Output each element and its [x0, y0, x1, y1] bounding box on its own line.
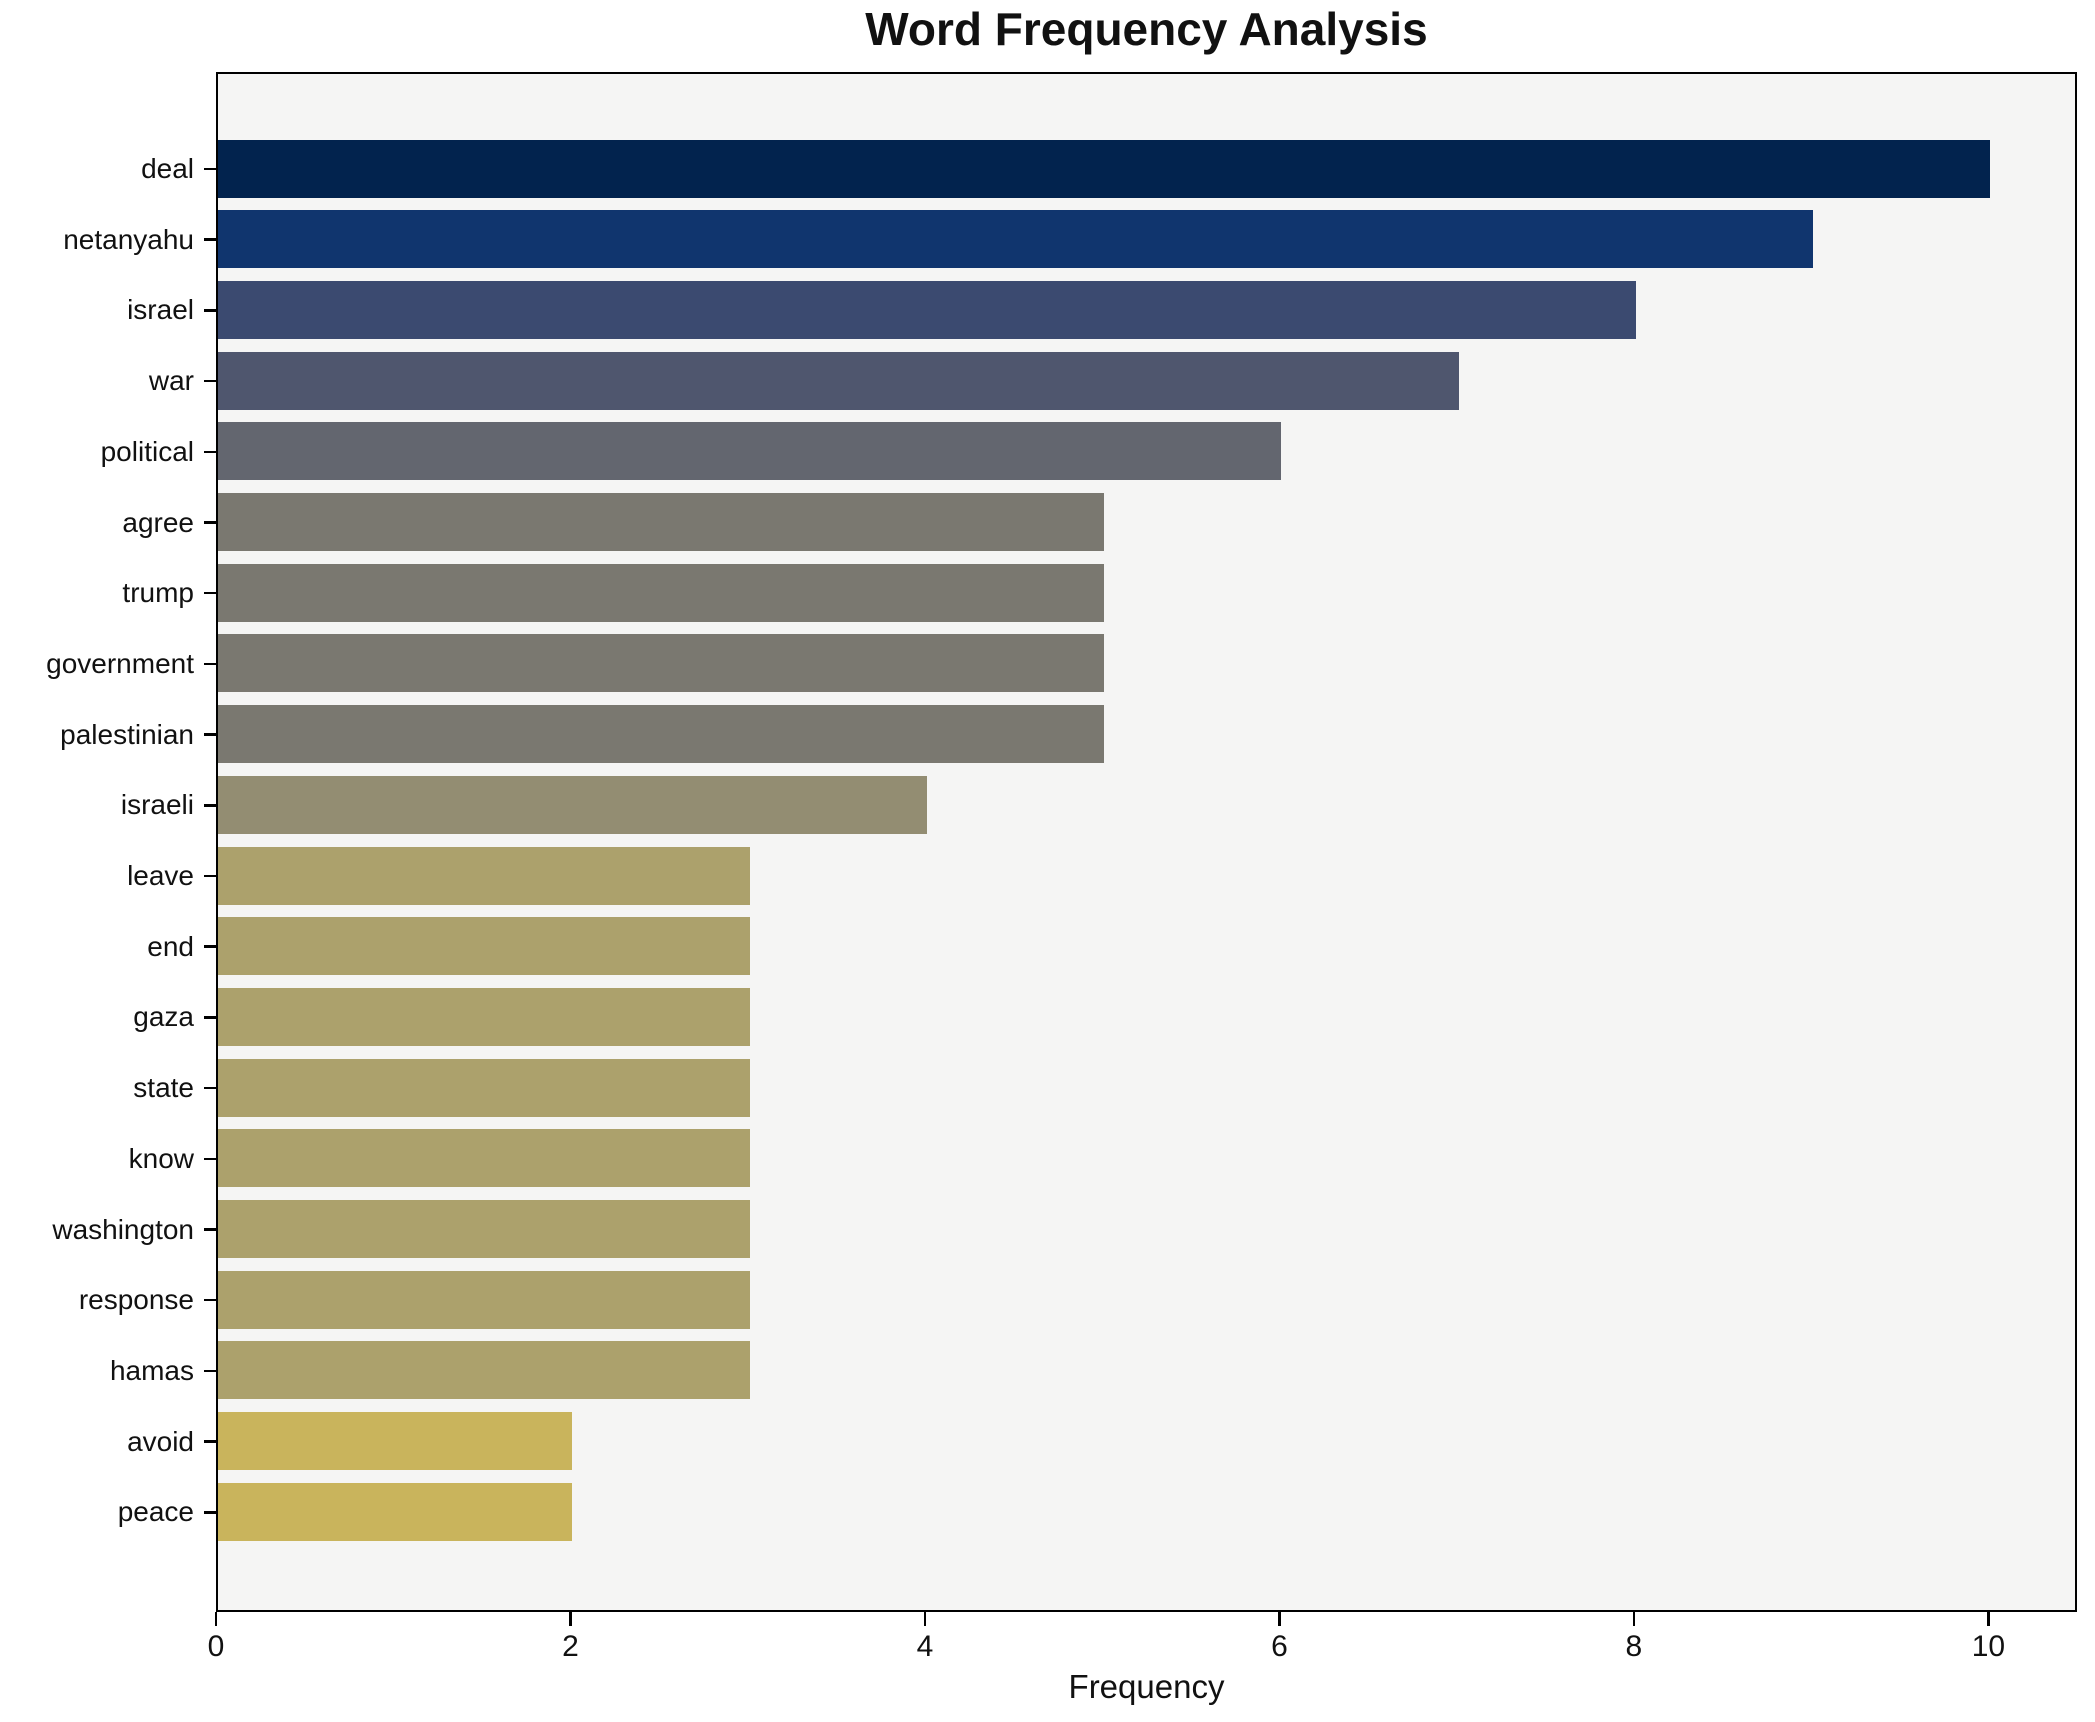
- y-tick-label-washington: washington: [52, 1213, 194, 1245]
- bar-gaza: [218, 987, 750, 1046]
- y-tick-mark: [204, 167, 216, 171]
- y-tick-mark: [204, 733, 216, 736]
- chart-title: Word Frequency Analysis: [865, 3, 1428, 55]
- bar-washington: [218, 1200, 750, 1258]
- y-tick-label-war: war: [148, 365, 194, 397]
- y-tick-label-government: government: [46, 647, 194, 679]
- y-tick-label-response: response: [78, 1284, 194, 1316]
- y-tick-mark: [204, 591, 216, 595]
- bar-palestinian: [218, 705, 1105, 764]
- x-tick-label-10: 10: [1971, 1630, 2006, 1663]
- y-tick-mark: [204, 521, 216, 524]
- y-tick-label-trump: trump: [122, 577, 194, 609]
- y-tick-mark: [204, 238, 216, 241]
- y-tick-mark: [204, 1228, 216, 1231]
- x-tick-mark: [1987, 1612, 1990, 1626]
- bar-netanyahu: [218, 210, 1814, 269]
- bar-political: [218, 422, 1282, 481]
- y-tick-label-palestinian: palestinian: [60, 718, 194, 750]
- y-tick-label-leave: leave: [127, 860, 194, 891]
- x-tick-label-8: 8: [1625, 1630, 1643, 1663]
- bar-peace: [218, 1482, 573, 1541]
- y-tick-mark: [204, 1016, 216, 1019]
- y-tick-label-israeli: israeli: [120, 789, 194, 821]
- bar-response: [218, 1270, 750, 1329]
- y-tick-label-peace: peace: [117, 1496, 194, 1528]
- bar-government: [218, 634, 1105, 693]
- x-tick-mark: [1632, 1612, 1636, 1626]
- y-tick-mark: [204, 1511, 216, 1514]
- y-tick-label-deal: deal: [141, 153, 194, 184]
- y-tick-mark: [204, 1298, 216, 1302]
- bar-israel: [218, 280, 1636, 339]
- y-tick-label-avoid: avoid: [127, 1425, 194, 1457]
- y-tick-label-end: end: [147, 930, 194, 962]
- x-axis-title: Frequency: [1068, 1668, 1225, 1705]
- bar-state: [218, 1058, 750, 1117]
- bar-end: [218, 917, 750, 976]
- x-tick-label-0: 0: [207, 1630, 225, 1663]
- y-tick-mark: [204, 450, 216, 454]
- y-tick-mark: [204, 804, 216, 807]
- y-tick-label-agree: agree: [122, 506, 194, 538]
- y-tick-mark: [204, 379, 216, 383]
- y-tick-mark: [204, 662, 216, 666]
- x-tick-label-4: 4: [916, 1630, 934, 1663]
- bar-leave: [218, 846, 750, 905]
- bar-israeli: [218, 775, 927, 834]
- y-tick-mark: [204, 1369, 216, 1373]
- y-tick-label-state: state: [133, 1072, 194, 1104]
- y-tick-mark: [204, 1157, 216, 1161]
- bar-war: [218, 351, 1459, 410]
- x-tick-label-6: 6: [1271, 1630, 1288, 1663]
- bar-deal: [218, 139, 1991, 198]
- y-tick-mark: [204, 309, 216, 312]
- x-tick-mark: [923, 1612, 927, 1626]
- bar-hamas: [218, 1341, 750, 1400]
- y-tick-mark: [204, 1440, 216, 1443]
- bar-avoid: [218, 1412, 573, 1471]
- x-tick-label-2: 2: [562, 1630, 579, 1663]
- x-tick-mark: [214, 1612, 218, 1626]
- y-tick-mark: [204, 874, 216, 878]
- y-tick-mark: [204, 1086, 216, 1090]
- bar-trump: [218, 563, 1105, 622]
- y-tick-label-hamas: hamas: [109, 1354, 194, 1386]
- bar-know: [218, 1129, 750, 1188]
- y-tick-label-political: political: [100, 435, 194, 467]
- y-tick-label-israel: israel: [127, 294, 194, 326]
- plot-area: [216, 72, 2077, 1612]
- x-tick-mark: [1278, 1612, 1281, 1626]
- bar-agree: [218, 493, 1105, 551]
- y-tick-mark: [204, 945, 216, 948]
- y-tick-label-know: know: [128, 1142, 194, 1174]
- y-tick-label-gaza: gaza: [133, 1001, 194, 1033]
- y-tick-label-netanyahu: netanyahu: [63, 223, 194, 255]
- x-tick-mark: [569, 1612, 572, 1626]
